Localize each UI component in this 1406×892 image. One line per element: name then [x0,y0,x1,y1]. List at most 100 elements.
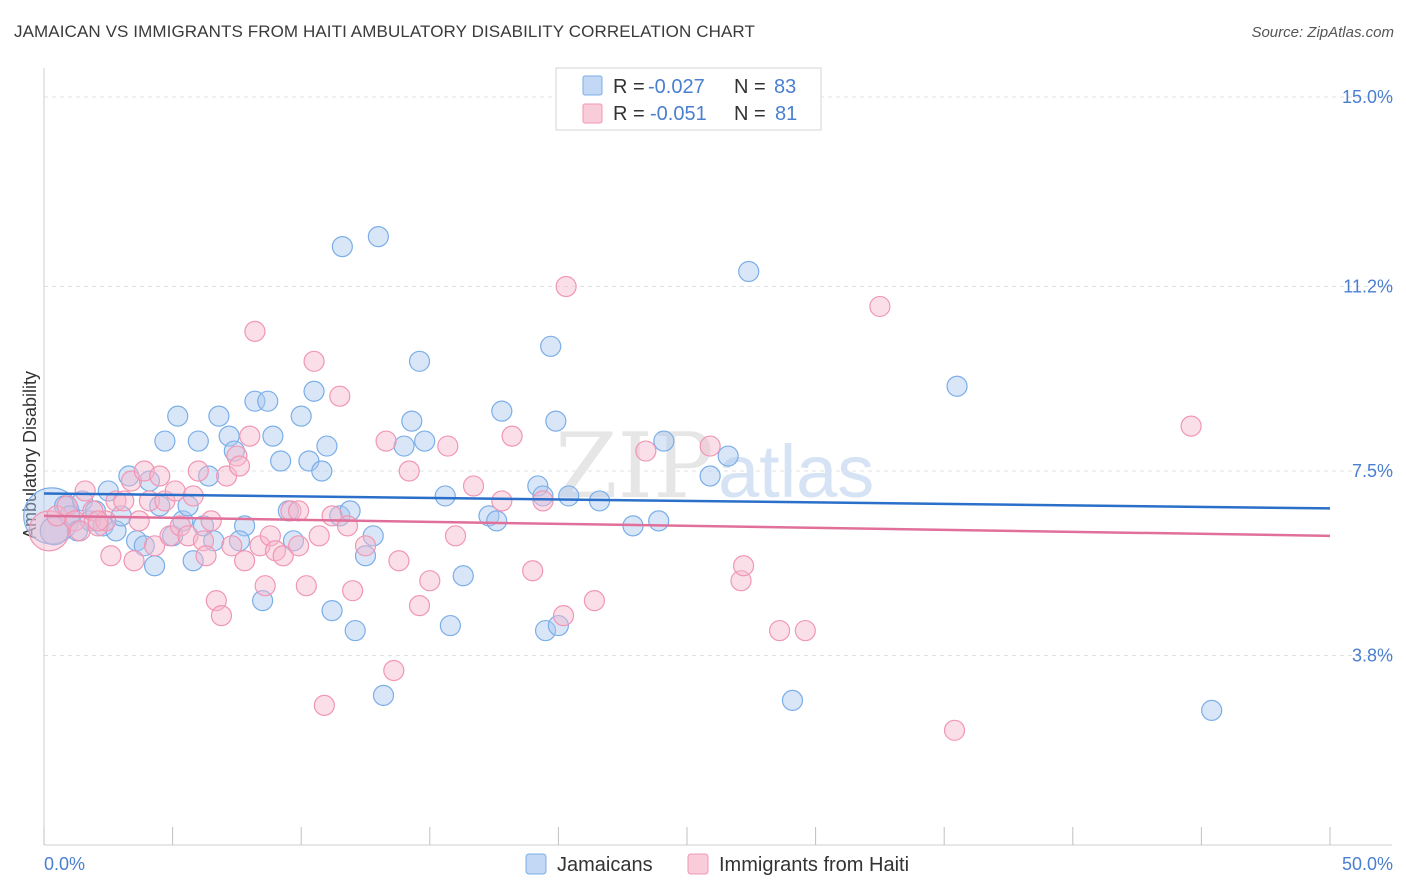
data-point [768,619,791,642]
data-point [414,430,436,452]
data-point [522,560,544,582]
legend-swatch-blue [582,75,603,96]
data-point [383,659,405,682]
data-point [182,550,204,572]
legend-n-label: N = [734,76,766,98]
data-point [270,450,292,472]
data-point [717,445,739,467]
y-tick-labels: 3.8% 7.5% 11.2% 15.0% [1342,87,1393,666]
data-point [257,390,279,412]
data-point [331,236,353,258]
data-point [187,430,209,452]
data-point [555,275,577,298]
data-point [547,614,570,637]
axes [43,68,1392,846]
data-point [244,320,266,342]
data-point [311,460,333,482]
data-point [635,440,657,462]
data-point [648,510,670,532]
data-point [272,545,294,567]
legend-label-haiti: Immigrants from Haiti [719,854,909,876]
y-tick-label: 7.5% [1352,461,1393,481]
data-point [367,226,389,248]
data-point [501,425,523,447]
data-point [128,510,150,532]
data-point [288,535,310,557]
data-point [583,590,606,612]
stats-legend: R = -0.027 N = 83 R = -0.051 N = 81 [555,67,822,131]
data-point [164,480,186,502]
y-axis-title: Ambulatory Disability [20,371,40,539]
data-point [354,535,377,557]
series-haiti [28,275,1202,741]
data-point [401,410,423,432]
legend-r-label: R = [613,103,645,125]
data-point [532,485,554,507]
data-point [491,490,513,512]
data-point [228,455,251,477]
data-point [439,614,461,637]
legend-r-value: -0.051 [650,103,707,125]
data-point [699,465,721,487]
legend-r-label: R = [613,76,645,98]
data-point [74,480,96,502]
data-point [113,490,135,512]
data-point [372,684,395,707]
source-label: Source: ZipAtlas.com [1251,24,1394,41]
data-point [558,485,580,507]
data-point [1180,415,1202,437]
x-tick-label: 0.0% [44,854,85,874]
data-point [195,545,217,567]
data-point [87,510,109,532]
data-point [534,619,557,642]
data-point [303,380,325,402]
data-point [105,490,127,512]
x-tick-labels: 0.0% 50.0% [44,854,1393,874]
data-point [239,425,261,447]
legend-label-jamaicans: Jamaicans [557,854,653,876]
data-point [699,435,721,457]
data-point [452,565,474,587]
trend-lines [43,492,1331,538]
data-point [308,525,330,547]
data-point [419,570,441,592]
data-point [329,385,351,407]
data-point [1201,699,1223,721]
data-point [342,580,364,602]
legend-swatch-pink [582,103,603,124]
y-tick-label: 15.0% [1342,87,1393,107]
data-point [123,550,145,572]
data-point [303,350,325,372]
data-point [321,600,343,622]
legend-n-label: N = [734,103,766,125]
data-point [408,350,431,372]
data-point [398,460,420,482]
data-point [434,485,456,507]
data-point [393,435,415,457]
data-point [540,335,562,357]
data-point [869,295,891,318]
trend-line [43,492,1331,510]
data-point [437,435,459,457]
data-point [781,689,804,711]
data-point [200,510,222,532]
trend-line [43,514,1331,538]
legend-swatch-haiti [687,853,709,875]
data-point [313,694,335,716]
data-point [262,425,284,447]
data-point [290,405,312,427]
data-point [234,550,256,572]
data-point [149,465,171,487]
data-point [198,465,220,487]
data-point [732,555,755,577]
data-point [187,460,209,482]
data-point [444,525,467,547]
data-point [100,545,122,567]
y-tick-label: 11.2% [1343,276,1393,296]
data-point [208,405,230,427]
data-point [154,430,176,452]
legend-r-value: -0.027 [648,76,705,98]
data-point [794,619,816,642]
data-point [336,515,359,537]
